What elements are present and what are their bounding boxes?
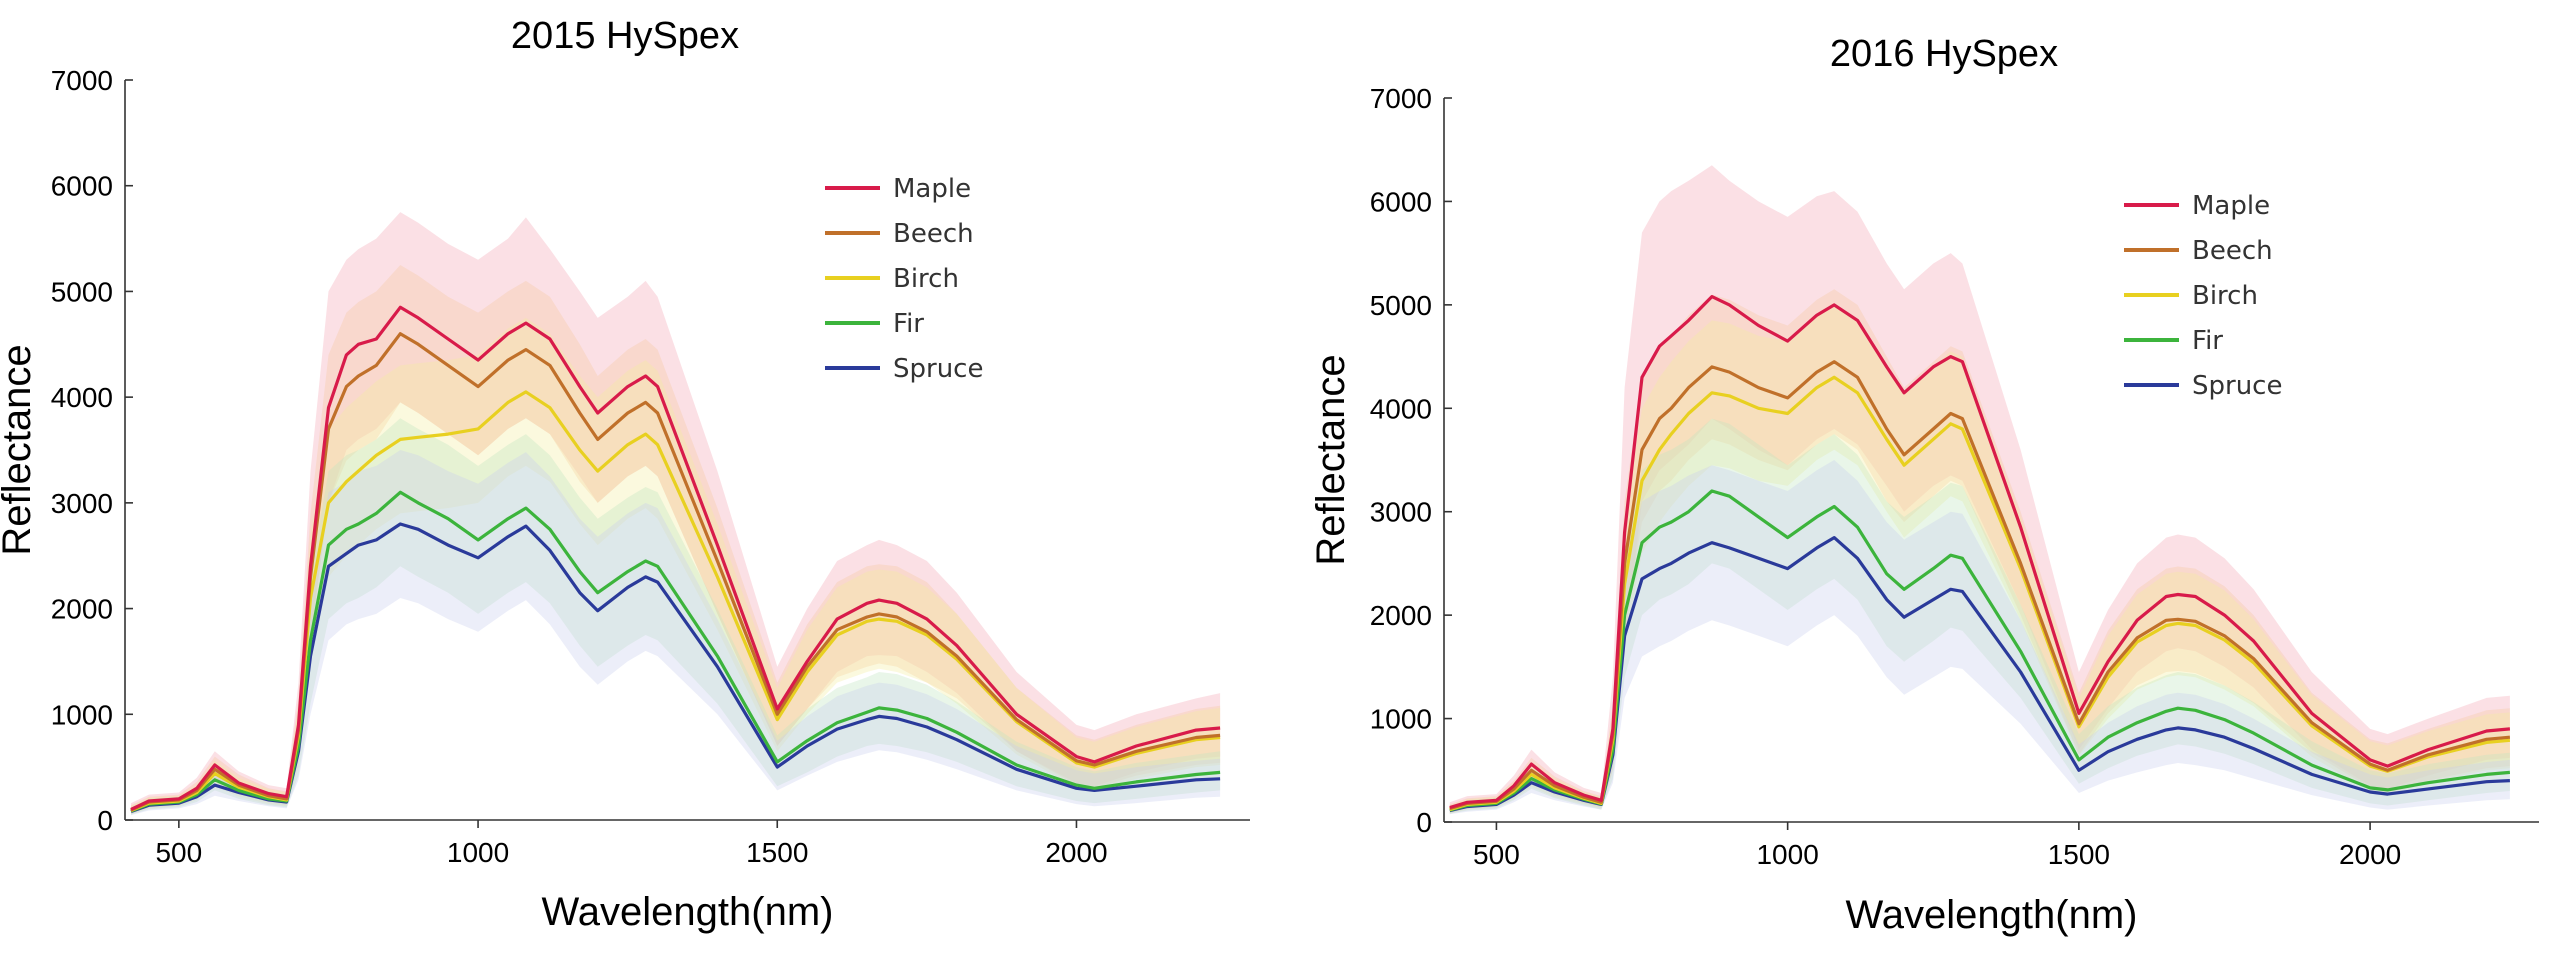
series-lines [1449,295,2511,813]
band-beech [131,265,1221,814]
band-spruce [131,450,1221,816]
band-birch [131,317,1221,815]
chart-2016-hyspex: 2016 HySpex 0 1000 2000 3000 4000 5000 6000 7000… [1309,33,2539,937]
uncertainty-bands [131,212,1221,816]
legend-label-maple: Maple [893,174,971,204]
y-tick-label: 1000 [51,699,113,730]
x-axis-label: Wavelength(nm) [542,890,834,934]
y-tick-label: 6000 [1370,186,1432,217]
legend-label-fir: Fir [893,309,924,339]
band-fir [131,418,1221,815]
x-tick-label: 1000 [1756,839,1818,870]
band-beech [1449,289,2510,813]
y-tick-label: 6000 [51,171,113,202]
x-tick-label: 2000 [1045,837,1107,868]
x-tick-label: 500 [1473,839,1520,870]
legend-label-spruce: Spruce [893,354,983,384]
y-tick-label: 4000 [51,382,113,413]
series-line-maple [130,305,1221,811]
y-tick-label: 2000 [51,594,113,625]
series-line-beech [130,332,1221,812]
y-axis-label: Reflectance [0,344,39,555]
legend: Maple Beech Birch Fir Spruce [2124,191,2282,401]
y-tick-label: 5000 [51,276,113,307]
legend-label-beech: Beech [2192,236,2273,266]
legend-label-beech: Beech [893,219,974,249]
y-tick-label: 4000 [1370,393,1432,424]
chart-title: 2016 HySpex [1830,33,2058,75]
y-tick-label: 0 [97,805,113,836]
x-tick-label: 2000 [2339,839,2401,870]
band-birch [1449,304,2510,814]
x-axis-label: Wavelength(nm) [1846,893,2138,937]
y-tick-label: 7000 [1370,83,1432,114]
y-tick-label: 3000 [1370,497,1432,528]
x-tick-label: 1500 [746,837,808,868]
chart-2015-hyspex: 2015 HySpex 0 1000 2000 3000 4000 5000 6000 7000… [0,15,1250,934]
x-tick-label: 1500 [2048,839,2110,870]
series-line-beech [1449,360,2511,811]
legend-label-birch: Birch [2192,281,2258,311]
y-tick-label: 7000 [51,65,113,96]
y-axis-label: Reflectance [1309,354,1353,565]
x-tick-label: 500 [155,837,202,868]
legend-label-spruce: Spruce [2192,371,2282,401]
y-tick-label: 2000 [1370,600,1432,631]
series-lines [130,305,1221,814]
band-spruce [1449,460,2510,815]
chart-title: 2015 HySpex [511,15,739,57]
uncertainty-bands [1449,165,2510,815]
x-tick-label: 1000 [447,837,509,868]
y-tick-label: 1000 [1370,704,1432,735]
series-line-maple [1449,295,2511,810]
legend-label-birch: Birch [893,264,959,294]
legend: Maple Beech Birch Fir Spruce [825,174,983,384]
legend-label-fir: Fir [2192,326,2223,356]
y-tick-label: 5000 [1370,290,1432,321]
legend-label-maple: Maple [2192,191,2270,221]
y-tick-label: 3000 [51,488,113,519]
band-maple [131,212,1221,814]
y-tick-label: 0 [1416,807,1432,838]
